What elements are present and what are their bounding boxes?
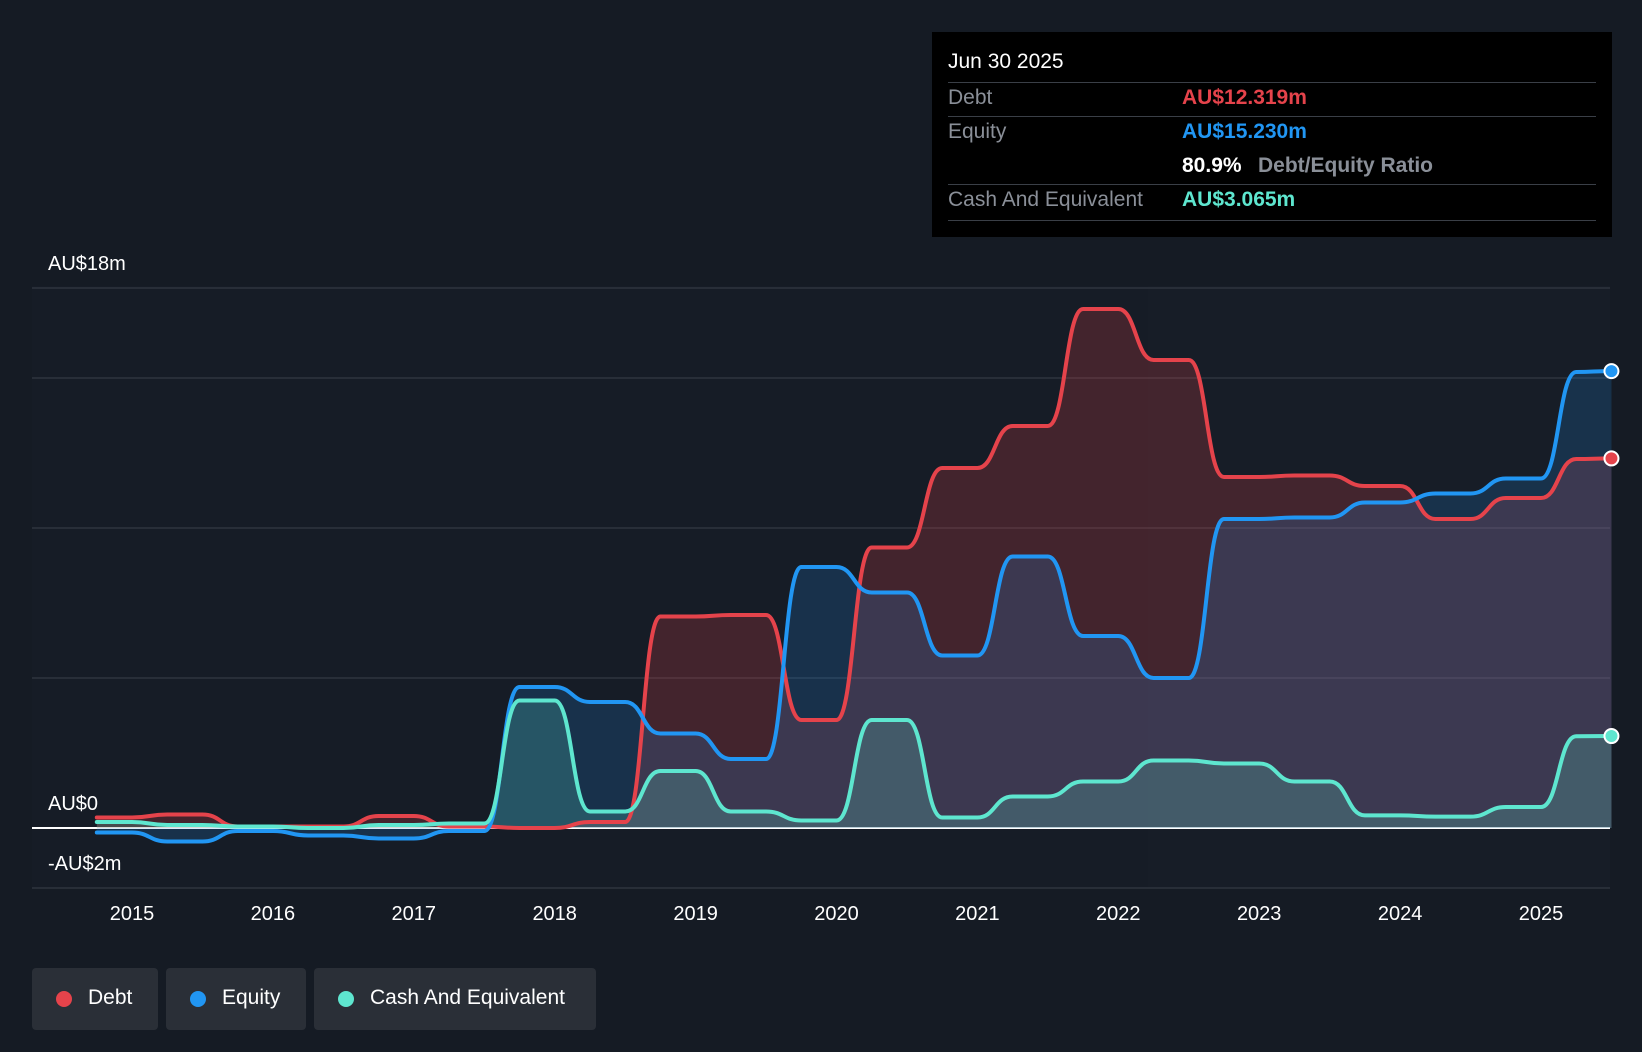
debt-endpoint [1603, 450, 1620, 467]
cash-and-equivalent-area [96, 700, 1612, 828]
x-tick-label: 2019 [673, 903, 718, 925]
legend-label-debt: Debt [88, 986, 133, 1009]
legend-label-cash: Cash And Equivalent [370, 986, 565, 1009]
x-tick-label: 2015 [110, 903, 155, 925]
x-tick-label: 2024 [1378, 903, 1423, 925]
tooltip-debt-value: AU$12.319m [1182, 86, 1307, 109]
tooltip-ratio-label: Debt/Equity Ratio [1258, 154, 1434, 177]
tooltip-panel: Jun 30 2025 Debt AU$12.319m Equity AU$15… [932, 32, 1612, 237]
tooltip-debt-label: Debt [948, 86, 993, 109]
tooltip-divider [948, 184, 1596, 185]
x-tick-label: 2016 [251, 903, 296, 925]
equity-line [94, 369, 1614, 844]
legend-item-equity[interactable]: Equity [166, 968, 306, 1030]
equity-endpoint [1603, 363, 1620, 380]
tooltip-divider [948, 82, 1596, 83]
legend-dot-cash [338, 991, 354, 1007]
tooltip-cash-value: AU$3.065m [1182, 188, 1296, 211]
series-areas [96, 309, 1612, 842]
x-tick-label: 2022 [1096, 903, 1141, 925]
tooltip-date: Jun 30 2025 [948, 50, 1064, 73]
debt-area [96, 309, 1612, 828]
equity-area [96, 371, 1612, 842]
tooltip-equity-label: Equity [948, 120, 1007, 143]
legend-dot-equity [190, 991, 206, 1007]
tooltip-ratio-value: 80.9% [1182, 154, 1242, 177]
legend-dot-debt [56, 991, 72, 1007]
y-axis-bottom-label: -AU$2m [48, 853, 121, 875]
cash-and-equivalent-line [94, 698, 1614, 830]
x-tick-label: 2023 [1237, 903, 1282, 925]
y-axis-top-label: AU$18m [48, 253, 126, 275]
y-axis-zero-label: AU$0 [48, 793, 98, 815]
x-tick-label: 2020 [814, 903, 859, 925]
tooltip-divider [948, 220, 1596, 221]
cash-and-equivalent-endpoint [1603, 728, 1620, 745]
x-tick-label: 2018 [532, 903, 577, 925]
tooltip-equity-value: AU$15.230m [1182, 120, 1307, 143]
forecast-shade [1148, 286, 1610, 888]
x-tick-label: 2025 [1519, 903, 1564, 925]
legend-item-debt[interactable]: Debt [32, 968, 158, 1030]
legend-item-cash[interactable]: Cash And Equivalent [314, 968, 596, 1030]
series-endpoints [1603, 363, 1620, 745]
series-lines [94, 307, 1614, 844]
tooltip-cash-label: Cash And Equivalent [948, 188, 1143, 211]
x-tick-label: 2017 [392, 903, 437, 925]
tooltip-divider [948, 116, 1596, 117]
legend-label-equity: Equity [222, 986, 281, 1009]
x-tick-label: 2021 [955, 903, 1000, 925]
x-axis-ticks: 2015 2016 2017 2018 2019 2020 2021 2022 2023 2024… [110, 903, 1564, 925]
